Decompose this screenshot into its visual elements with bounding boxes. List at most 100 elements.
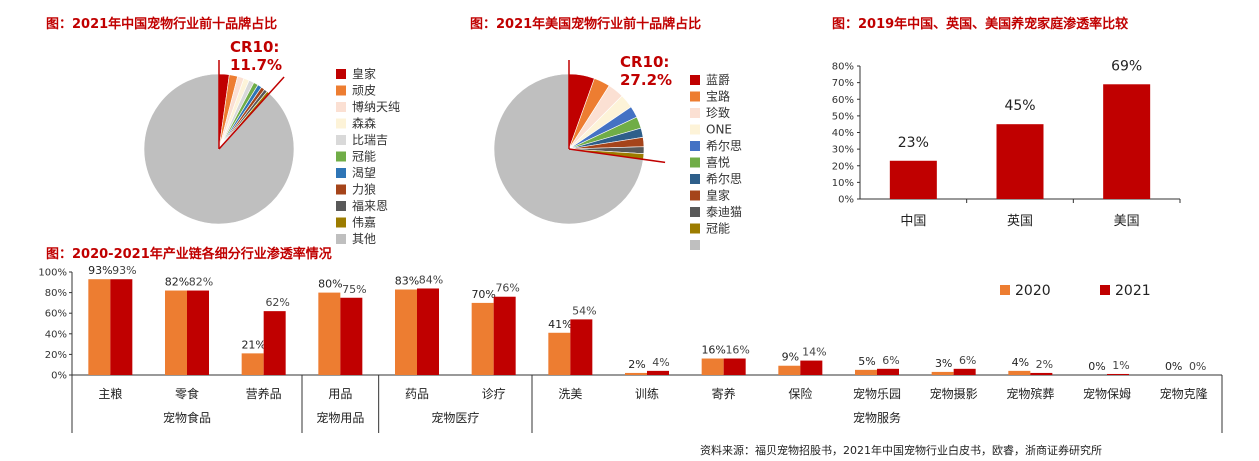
legend-swatch (336, 151, 346, 162)
data-label: 62% (265, 296, 289, 309)
cr10-label: CR10: (230, 38, 279, 56)
x-tick-label: 寄养 (712, 386, 736, 401)
legend-label: 皇家 (706, 188, 730, 203)
data-label: 21% (241, 338, 265, 351)
x-tick-label: 中国 (900, 214, 926, 229)
cr10-bracket-line (218, 76, 285, 150)
data-label: 93% (88, 264, 112, 277)
title-penetration-bar: 图：2019年中国、英国、美国养宠家庭渗透率比较 (832, 17, 1129, 32)
group-label: 宠物服务 (853, 410, 901, 425)
legend-swatch (336, 69, 346, 79)
legend-label: 蓝爵 (706, 73, 730, 87)
legend-swatch (336, 85, 346, 96)
legend-label: 2020 (1015, 283, 1051, 299)
data-label: 93% (112, 264, 136, 277)
legend-swatch (336, 184, 346, 195)
x-tick-label: 宠物克隆 (1160, 386, 1208, 401)
y-tick-label: 70% (832, 78, 854, 89)
legend-label: 冠能 (706, 222, 730, 236)
legend-swatch (690, 91, 700, 102)
bar-2021 (570, 319, 593, 375)
data-label: 1% (1112, 359, 1129, 372)
bar-2020 (241, 353, 264, 375)
group-label: 宠物用品 (316, 410, 364, 425)
data-label: 41% (548, 318, 572, 331)
legend-label: 喜悦 (706, 156, 730, 170)
x-tick-label: 营养品 (246, 386, 282, 401)
x-tick-label: 保险 (788, 386, 812, 401)
data-label: 45% (1004, 98, 1035, 114)
legend-label: 珍致 (706, 106, 730, 120)
bar-2021 (877, 368, 899, 375)
industry-penetration-bar-chart: 0% 20% 40% 60% 80% 100% 93% 93% 主粮 82% 82% 零食 21% 62%… (38, 264, 1223, 433)
legend-swatch (690, 190, 700, 201)
cr10-value: 11.7% (230, 56, 282, 74)
x-tick-label: 美国 (1114, 214, 1140, 229)
data-label: 4% (652, 356, 669, 369)
bar-2020 (88, 279, 111, 375)
x-tick-label: 宠物保姆 (1083, 386, 1131, 401)
x-tick-label: 训练 (635, 386, 659, 401)
x-tick-label: 用品 (328, 387, 352, 401)
bar-2021 (187, 290, 209, 375)
data-label: 75% (342, 283, 366, 296)
legend-label: 博纳天纯 (352, 99, 400, 114)
x-tick-label: 宠物乐园 (853, 386, 901, 401)
data-label: 0% (1189, 360, 1206, 373)
legend-label: ONE (706, 123, 732, 137)
x-tick-label: 宠物摄影 (930, 386, 978, 401)
data-label: 83% (395, 275, 419, 288)
legend-swatch (336, 217, 346, 228)
bar-2021 (953, 368, 976, 375)
cr10-label: CR10: (620, 53, 669, 71)
data-label: 2% (628, 358, 645, 371)
y-tick-label: 0% (51, 371, 67, 382)
bar-2021 (800, 360, 823, 375)
bar-2021 (1107, 373, 1129, 375)
bar-2020 (931, 371, 954, 375)
bar-2020 (701, 358, 724, 375)
legend-swatch (336, 234, 346, 244)
data-label: 69% (1111, 58, 1142, 74)
legend-swatch (336, 135, 346, 145)
y-tick-label: 0% (838, 195, 854, 206)
data-label: 16% (725, 344, 749, 357)
cr10-value: 27.2% (620, 71, 672, 89)
x-tick-label: 宠物殡葬 (1006, 386, 1054, 401)
legend-swatch (690, 223, 700, 234)
bar (889, 160, 937, 199)
bar-2021 (1030, 372, 1053, 375)
data-label: 5% (858, 355, 875, 368)
bar-2020 (1008, 370, 1031, 375)
y-tick-label: 20% (832, 161, 854, 172)
bar-2020 (855, 369, 877, 375)
legend-label: 力狼 (352, 182, 376, 197)
title-china-pie: 图：2021年中国宠物行业前十品牌占比 (46, 17, 278, 32)
legend-label: 比瑞吉 (352, 133, 388, 147)
group-label: 宠物医疗 (431, 410, 479, 425)
data-label: 16% (701, 344, 725, 357)
legend-label: 希尔思 (706, 171, 742, 186)
y-tick-label: 30% (832, 145, 854, 156)
data-label: 82% (189, 276, 213, 289)
bar-2021 (493, 296, 516, 375)
title-industry-bar: 图：2020-2021年产业链各细分行业渗透率情况 (46, 247, 332, 262)
data-label: 3% (935, 357, 952, 370)
data-label: 82% (165, 276, 189, 289)
bar-2020 (548, 332, 571, 375)
legend-label: 渴望 (352, 166, 376, 180)
household-penetration-bar-chart: 0% 10% 20% 30% 40% 50% 60% 70% 80% 23% 中国 45% 英国 69% 美… (832, 58, 1181, 229)
legend-swatch (1000, 285, 1010, 295)
legend-swatch (336, 168, 346, 178)
y-tick-label: 40% (45, 329, 67, 340)
y-tick-label: 80% (832, 62, 854, 73)
bar (1103, 84, 1151, 199)
data-label: 6% (882, 354, 899, 367)
x-tick-label: 英国 (1007, 214, 1033, 229)
bar-2020 (395, 289, 417, 375)
x-tick-label: 药品 (405, 387, 429, 401)
legend-label: 伟嘉 (352, 216, 376, 230)
legend-swatch (1100, 285, 1110, 295)
bar-2021 (110, 279, 133, 375)
